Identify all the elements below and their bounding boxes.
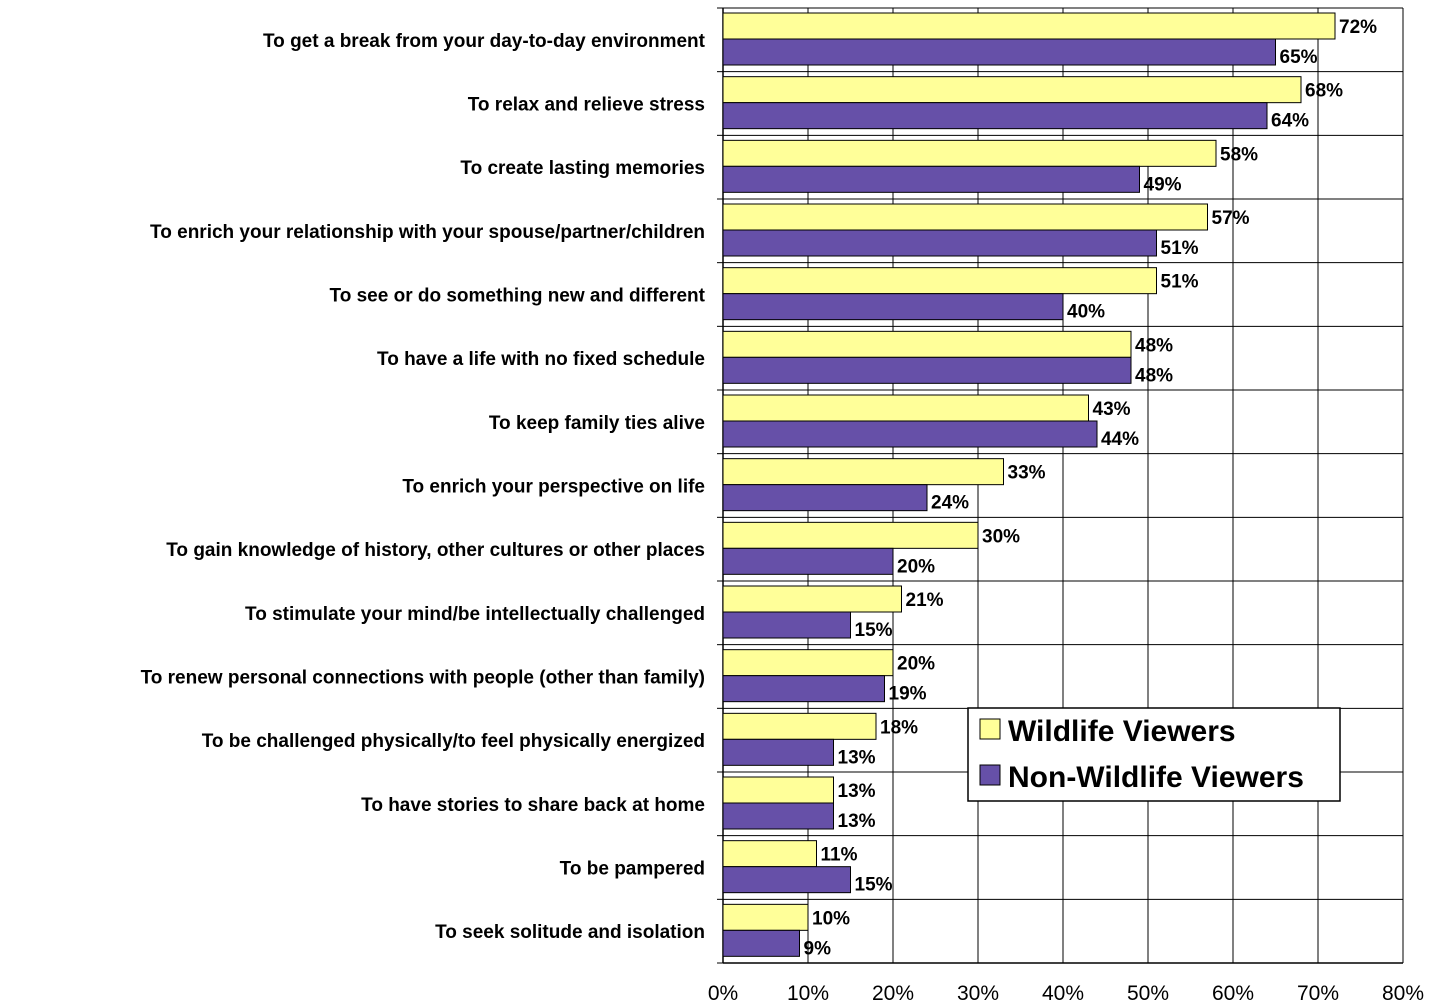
- data-label: 68%: [1305, 81, 1343, 102]
- data-label: 64%: [1271, 111, 1309, 132]
- bar-wildlife-viewers: [722, 521, 979, 549]
- legend-swatch-wildlife: [979, 718, 1001, 740]
- bar-non-wildlife-viewers: [722, 929, 800, 957]
- bar-non-wildlife-viewers: [722, 484, 928, 512]
- data-label: 9%: [804, 938, 832, 959]
- bar-non-wildlife-viewers: [722, 547, 894, 575]
- category-label: To enrich your perspective on life: [402, 477, 705, 498]
- category-label: To relax and relieve stress: [468, 95, 705, 116]
- x-tick-label: 70%: [1297, 982, 1339, 1005]
- data-label: 20%: [897, 556, 935, 577]
- bar-non-wildlife-viewers: [722, 675, 885, 703]
- category-label: To create lasting memories: [460, 158, 705, 179]
- bar-wildlife-viewers: [722, 712, 877, 740]
- data-label: 43%: [1093, 399, 1131, 420]
- bar-non-wildlife-viewers: [722, 356, 1132, 384]
- category-label: To have stories to share back at home: [361, 795, 705, 816]
- data-label: 57%: [1212, 208, 1250, 229]
- bar-non-wildlife-viewers: [722, 293, 1064, 321]
- bar-wildlife-viewers: [722, 458, 1004, 486]
- bar-non-wildlife-viewers: [722, 420, 1098, 448]
- x-tick-label: 40%: [1042, 982, 1084, 1005]
- data-label: 19%: [889, 684, 927, 705]
- data-label: 65%: [1280, 47, 1318, 68]
- category-label: To stimulate your mind/be intellectually…: [245, 604, 705, 625]
- x-tick-label: 10%: [787, 982, 829, 1005]
- bar-wildlife-viewers: [722, 267, 1157, 295]
- x-tick-label: 80%: [1382, 982, 1424, 1005]
- data-label: 48%: [1135, 335, 1173, 356]
- category-label: To gain knowledge of history, other cult…: [166, 540, 705, 561]
- bar-wildlife-viewers: [722, 330, 1132, 358]
- bar-wildlife-viewers: [722, 76, 1302, 104]
- x-tick-label: 20%: [872, 982, 914, 1005]
- category-label: To enrich your relationship with your sp…: [150, 222, 705, 243]
- legend-box: [967, 707, 1341, 802]
- legend-swatch-non-wildlife: [979, 764, 1001, 786]
- bar-wildlife-viewers: [722, 585, 902, 613]
- category-label: To have a life with no fixed schedule: [377, 349, 705, 370]
- category-label: To see or do something new and different: [330, 286, 706, 307]
- x-tick-label: 30%: [957, 982, 999, 1005]
- bar-wildlife-viewers: [722, 394, 1089, 422]
- data-label: 49%: [1144, 174, 1182, 195]
- x-tick-label: 60%: [1212, 982, 1254, 1005]
- bars: [722, 12, 1336, 957]
- bar-non-wildlife-viewers: [722, 165, 1140, 193]
- data-label: 15%: [855, 875, 893, 896]
- data-label: 11%: [821, 845, 858, 866]
- data-label: 13%: [838, 811, 876, 832]
- bar-non-wildlife-viewers: [722, 802, 834, 830]
- data-label: 33%: [1008, 463, 1046, 484]
- category-label: To get a break from your day-to-day envi…: [263, 31, 706, 52]
- data-label: 10%: [812, 908, 850, 929]
- x-tick-label: 0%: [708, 982, 738, 1005]
- data-label: 30%: [982, 526, 1020, 547]
- bar-wildlife-viewers: [722, 203, 1208, 231]
- data-label: 13%: [838, 747, 876, 768]
- bar-non-wildlife-viewers: [722, 229, 1157, 257]
- data-label: 51%: [1161, 238, 1199, 259]
- data-label: 18%: [880, 717, 918, 738]
- bar-wildlife-viewers: [722, 12, 1336, 40]
- data-label: 21%: [906, 590, 944, 611]
- legend-label: Wildlife Viewers: [1008, 715, 1236, 748]
- data-label: 15%: [855, 620, 893, 641]
- data-label: 72%: [1339, 17, 1377, 38]
- data-label: 24%: [931, 493, 969, 514]
- bar-non-wildlife-viewers: [722, 738, 834, 766]
- bar-wildlife-viewers: [722, 903, 809, 931]
- bar-non-wildlife-viewers: [722, 102, 1268, 130]
- data-label: 58%: [1220, 144, 1258, 165]
- x-tick-label: 50%: [1127, 982, 1169, 1005]
- bar-wildlife-viewers: [722, 840, 817, 868]
- data-label: 51%: [1161, 272, 1199, 293]
- bar-non-wildlife-viewers: [722, 38, 1276, 66]
- category-label: To be pampered: [560, 859, 705, 880]
- legend: Wildlife Viewers Non-Wildlife Viewers: [967, 707, 1341, 802]
- category-label: To be challenged physically/to feel phys…: [202, 731, 705, 752]
- data-label: 13%: [838, 781, 876, 802]
- category-label: To keep family ties alive: [489, 413, 705, 434]
- bar-wildlife-viewers: [722, 139, 1217, 167]
- bar-non-wildlife-viewers: [722, 611, 851, 639]
- bar-wildlife-viewers: [722, 776, 834, 804]
- data-label: 20%: [897, 654, 935, 675]
- bar-non-wildlife-viewers: [722, 866, 851, 894]
- bar-wildlife-viewers: [722, 649, 894, 677]
- legend-label: Non-Wildlife Viewers: [1008, 761, 1304, 794]
- labels: 0% 10% 20% 30% 40% 50% 60% 70% 80% To get a break…: [141, 17, 1424, 1005]
- data-label: 40%: [1067, 302, 1105, 323]
- category-label: To seek solitude and isolation: [435, 922, 705, 943]
- data-label: 48%: [1135, 365, 1173, 386]
- category-label: To renew personal connections with peopl…: [141, 668, 705, 689]
- data-label: 44%: [1101, 429, 1139, 450]
